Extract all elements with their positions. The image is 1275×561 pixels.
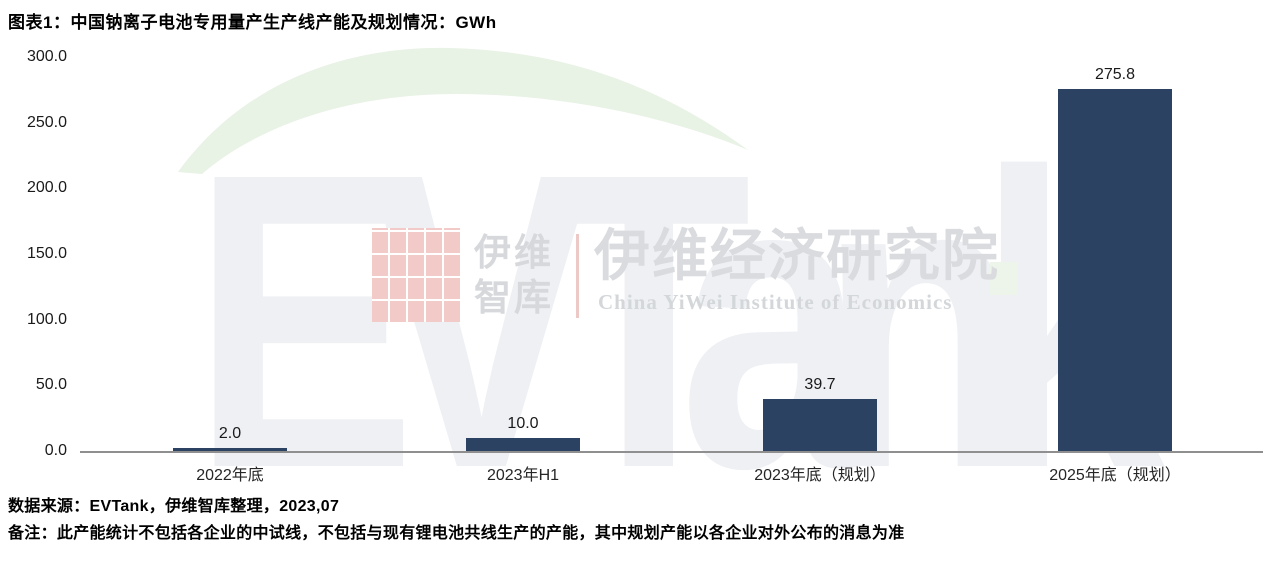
bar-column-2022: 2.0 [173,425,287,451]
remark-note: 备注：此产能统计不包括各企业的中试线，不包括与现有锂电池共线生产的产能，其中规划… [8,525,905,542]
yiwei-zhiku-label: 伊维 智库 [474,230,564,320]
y-axis-tick: 150.0 [26,245,67,262]
y-axis-tick: 200.0 [26,179,67,197]
y-axis-tick: 250.0 [26,113,67,131]
bar-column-2023h1: 10.0 [466,415,580,451]
yiwei-zhiku-line2: 智库 [474,277,554,318]
bar [1058,88,1172,451]
institute-name-cn: 伊维经济研究院 [594,226,1000,288]
bar-column-2025plan: 275.8 [1058,66,1172,451]
institute-watermark: 伊维 智库 伊维经济研究院 China YiWei Institute of E… [372,226,998,336]
institute-name-en: China YiWei Institute of Economics [598,290,953,314]
bar-value-label: 39.7 [804,375,836,393]
x-axis-label: 2023年H1 [486,467,560,484]
yiwei-logo-icon [372,228,460,322]
bar-column-2023plan: 39.7 [763,376,877,451]
x-axis-label: 2023年底（规划） [754,467,886,484]
green-square-decor [990,262,1018,295]
x-axis-line [80,451,1263,453]
x-axis-label: 2022年底 [196,467,264,484]
bar-value-label: 275.8 [1094,65,1136,83]
y-axis-tick: 100.0 [26,310,67,328]
watermark-divider [576,234,579,318]
bar [173,448,287,451]
brand-watermark-text: EVTank [192,87,1164,556]
y-axis-tick: 0.0 [44,442,67,459]
chart-title: 图表1：中国钠离子电池专用量产生产线产能及规划情况：GWh [8,13,497,32]
bar-value-label: 2.0 [218,425,242,443]
x-axis-label: 2025年底（规划） [1049,467,1181,484]
y-axis-tick: 50.0 [35,376,67,394]
data-source-note: 数据来源：EVTank，伊维智库整理，2023,07 [8,498,340,515]
bar [763,398,877,451]
y-axis-tick: 300.0 [26,48,67,65]
bar [466,437,580,451]
bar-value-label: 10.0 [507,414,539,432]
yiwei-zhiku-line1: 伊维 [474,232,554,273]
